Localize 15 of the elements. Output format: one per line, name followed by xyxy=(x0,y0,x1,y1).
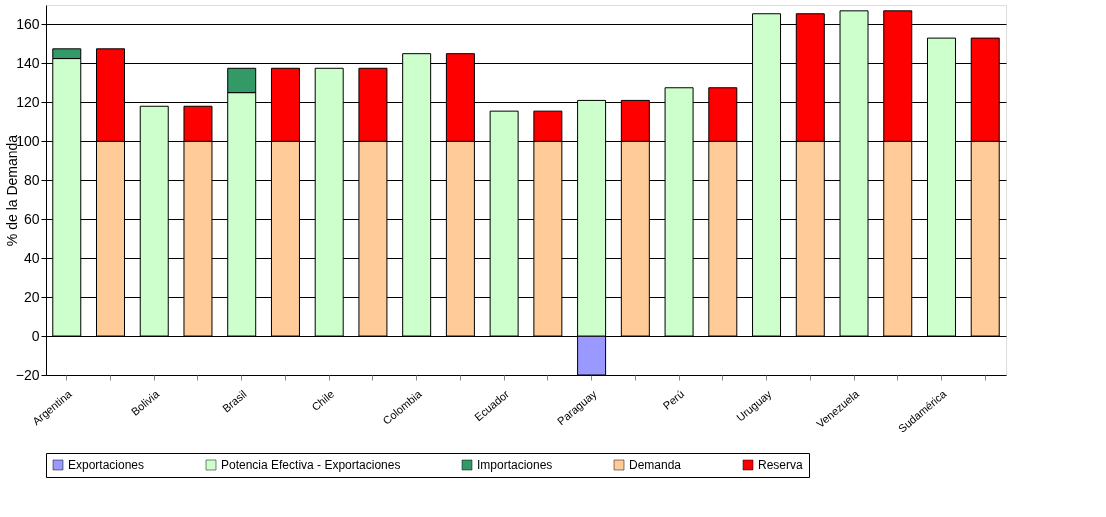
y-tick-label: 120 xyxy=(16,93,40,110)
legend-label: Reserva xyxy=(758,458,804,472)
y-tick-label: −20 xyxy=(15,366,40,383)
legend-label: Exportaciones xyxy=(68,458,145,472)
y-tick-label: 40 xyxy=(23,249,40,266)
y-tick-label: 20 xyxy=(23,288,40,305)
y-tick-label: 0 xyxy=(31,327,40,344)
y-tick-label: 140 xyxy=(16,54,40,71)
y-tick-label: 160 xyxy=(16,15,40,32)
y-tick-label: 60 xyxy=(23,210,40,227)
x-tick-label: Chile xyxy=(309,387,337,414)
legend-label: Importaciones xyxy=(477,458,553,472)
legend-label: Demanda xyxy=(629,458,682,472)
y-tick-label: 80 xyxy=(23,171,40,188)
legend-label: Potencia Efectiva - Exportaciones xyxy=(221,458,401,472)
